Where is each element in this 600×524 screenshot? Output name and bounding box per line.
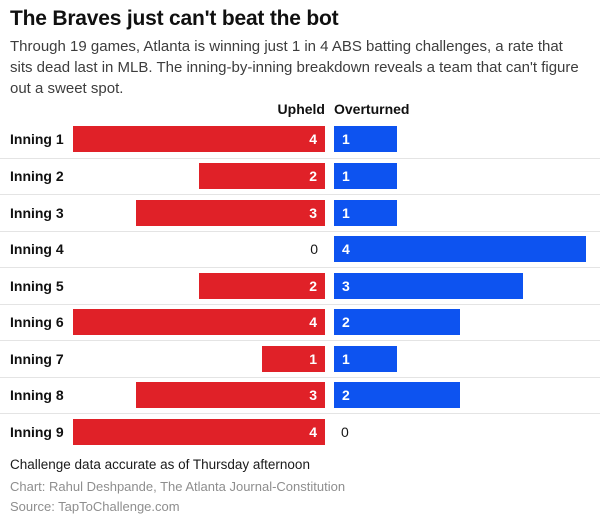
upheld-bar: 1 [262,345,325,372]
inning-label: Inning 8 [10,387,64,404]
upheld-bar: 2 [199,272,325,299]
table-row: Inning 1 4 1 [0,121,600,158]
overturned-column-header: Overturned [334,101,410,117]
upheld-value-label: 3 [309,204,317,221]
upheld-bar: 2 [199,163,325,190]
table-row: Inning 4 0 4 [0,230,600,268]
overturned-bar: 1 [334,126,397,153]
overturned-bar: 2 [334,382,460,409]
table-row: Inning 3 3 1 [0,194,600,231]
table-row: Inning 7 1 1 [0,340,600,377]
overturned-bar-zone: 1 [334,199,586,226]
upheld-bar: 3 [136,199,325,226]
overturned-bar: 1 [334,163,397,190]
overturned-value-label: 1 [342,131,350,148]
source-credit: Source: TapToChallenge.com [10,499,180,514]
upheld-value-label: 2 [309,277,317,294]
overturned-bar-zone: 2 [334,382,586,409]
chart-credit: Chart: Rahul Deshpande, The Atlanta Jour… [10,479,346,494]
upheld-bar-zone: 4 [73,418,325,445]
overturned-value-label: 1 [342,168,350,185]
table-row: Inning 9 4 0 [0,413,600,450]
bar-chart-rows: Inning 1 4 1 Inning 2 2 1 Inning 3 3 1 Inning 4 0 4… [0,121,600,450]
upheld-column-header: Upheld [277,101,325,117]
table-row: Inning 6 4 2 [0,303,600,341]
overturned-bar-zone: 2 [334,309,586,336]
overturned-value-label: 3 [342,277,350,294]
upheld-bar-zone: 4 [73,126,325,153]
overturned-bar: 1 [334,199,397,226]
inning-label: Inning 9 [10,423,64,440]
overturned-bar-zone: 1 [334,345,586,372]
table-row: Inning 5 2 3 [0,267,600,304]
inning-label: Inning 2 [10,168,64,185]
inning-label: Inning 6 [10,314,64,331]
overturned-value-label: 2 [342,387,350,404]
overturned-bar: 1 [334,345,397,372]
overturned-bar: 3 [334,272,523,299]
upheld-bar: 3 [136,382,325,409]
inning-label: Inning 3 [10,204,64,221]
overturned-bar-zone: 1 [334,163,586,190]
inning-label: Inning 4 [10,241,64,258]
overturned-bar-zone: 3 [334,272,586,299]
inning-label: Inning 1 [10,131,64,148]
upheld-bar: 4 [73,126,325,153]
upheld-bar-zone: 2 [73,163,325,190]
upheld-value-label: 2 [309,168,317,185]
upheld-value-label: 4 [309,131,317,148]
upheld-bar-zone: 1 [73,345,325,372]
upheld-bar-zone: 0 [73,236,325,262]
footer-note: Challenge data accurate as of Thursday a… [10,457,310,472]
overturned-zero-value-label: 0 [341,423,349,440]
overturned-value-label: 1 [342,350,350,367]
overturned-bar: 4 [334,236,586,263]
overturned-bar-zone: 4 [334,236,586,263]
upheld-bar-zone: 2 [73,272,325,299]
upheld-bar-zone: 3 [73,199,325,226]
upheld-bar: 4 [73,418,325,445]
upheld-value-label: 3 [309,387,317,404]
overturned-value-label: 1 [342,204,350,221]
table-row: Inning 2 2 1 [0,157,600,195]
column-headers: Upheld Overturned [0,101,600,119]
overturned-bar: 2 [334,309,460,336]
chart-subtitle: Through 19 games, Atlanta is winning jus… [10,38,579,97]
table-row: Inning 8 3 2 [0,376,600,414]
inning-label: Inning 5 [10,277,64,294]
upheld-value-label: 1 [309,350,317,367]
upheld-bar: 4 [73,309,325,336]
overturned-bar-zone: 1 [334,126,586,153]
overturned-bar-zone: 0 [334,419,586,445]
upheld-value-label: 4 [309,314,317,331]
page-title: The Braves just can't beat the bot [10,7,339,30]
upheld-bar-zone: 3 [73,382,325,409]
inning-label: Inning 7 [10,350,64,367]
upheld-zero-value-label: 0 [310,241,318,258]
upheld-bar-zone: 4 [73,309,325,336]
upheld-value-label: 4 [309,423,317,440]
overturned-value-label: 4 [342,241,350,258]
overturned-value-label: 2 [342,314,350,331]
